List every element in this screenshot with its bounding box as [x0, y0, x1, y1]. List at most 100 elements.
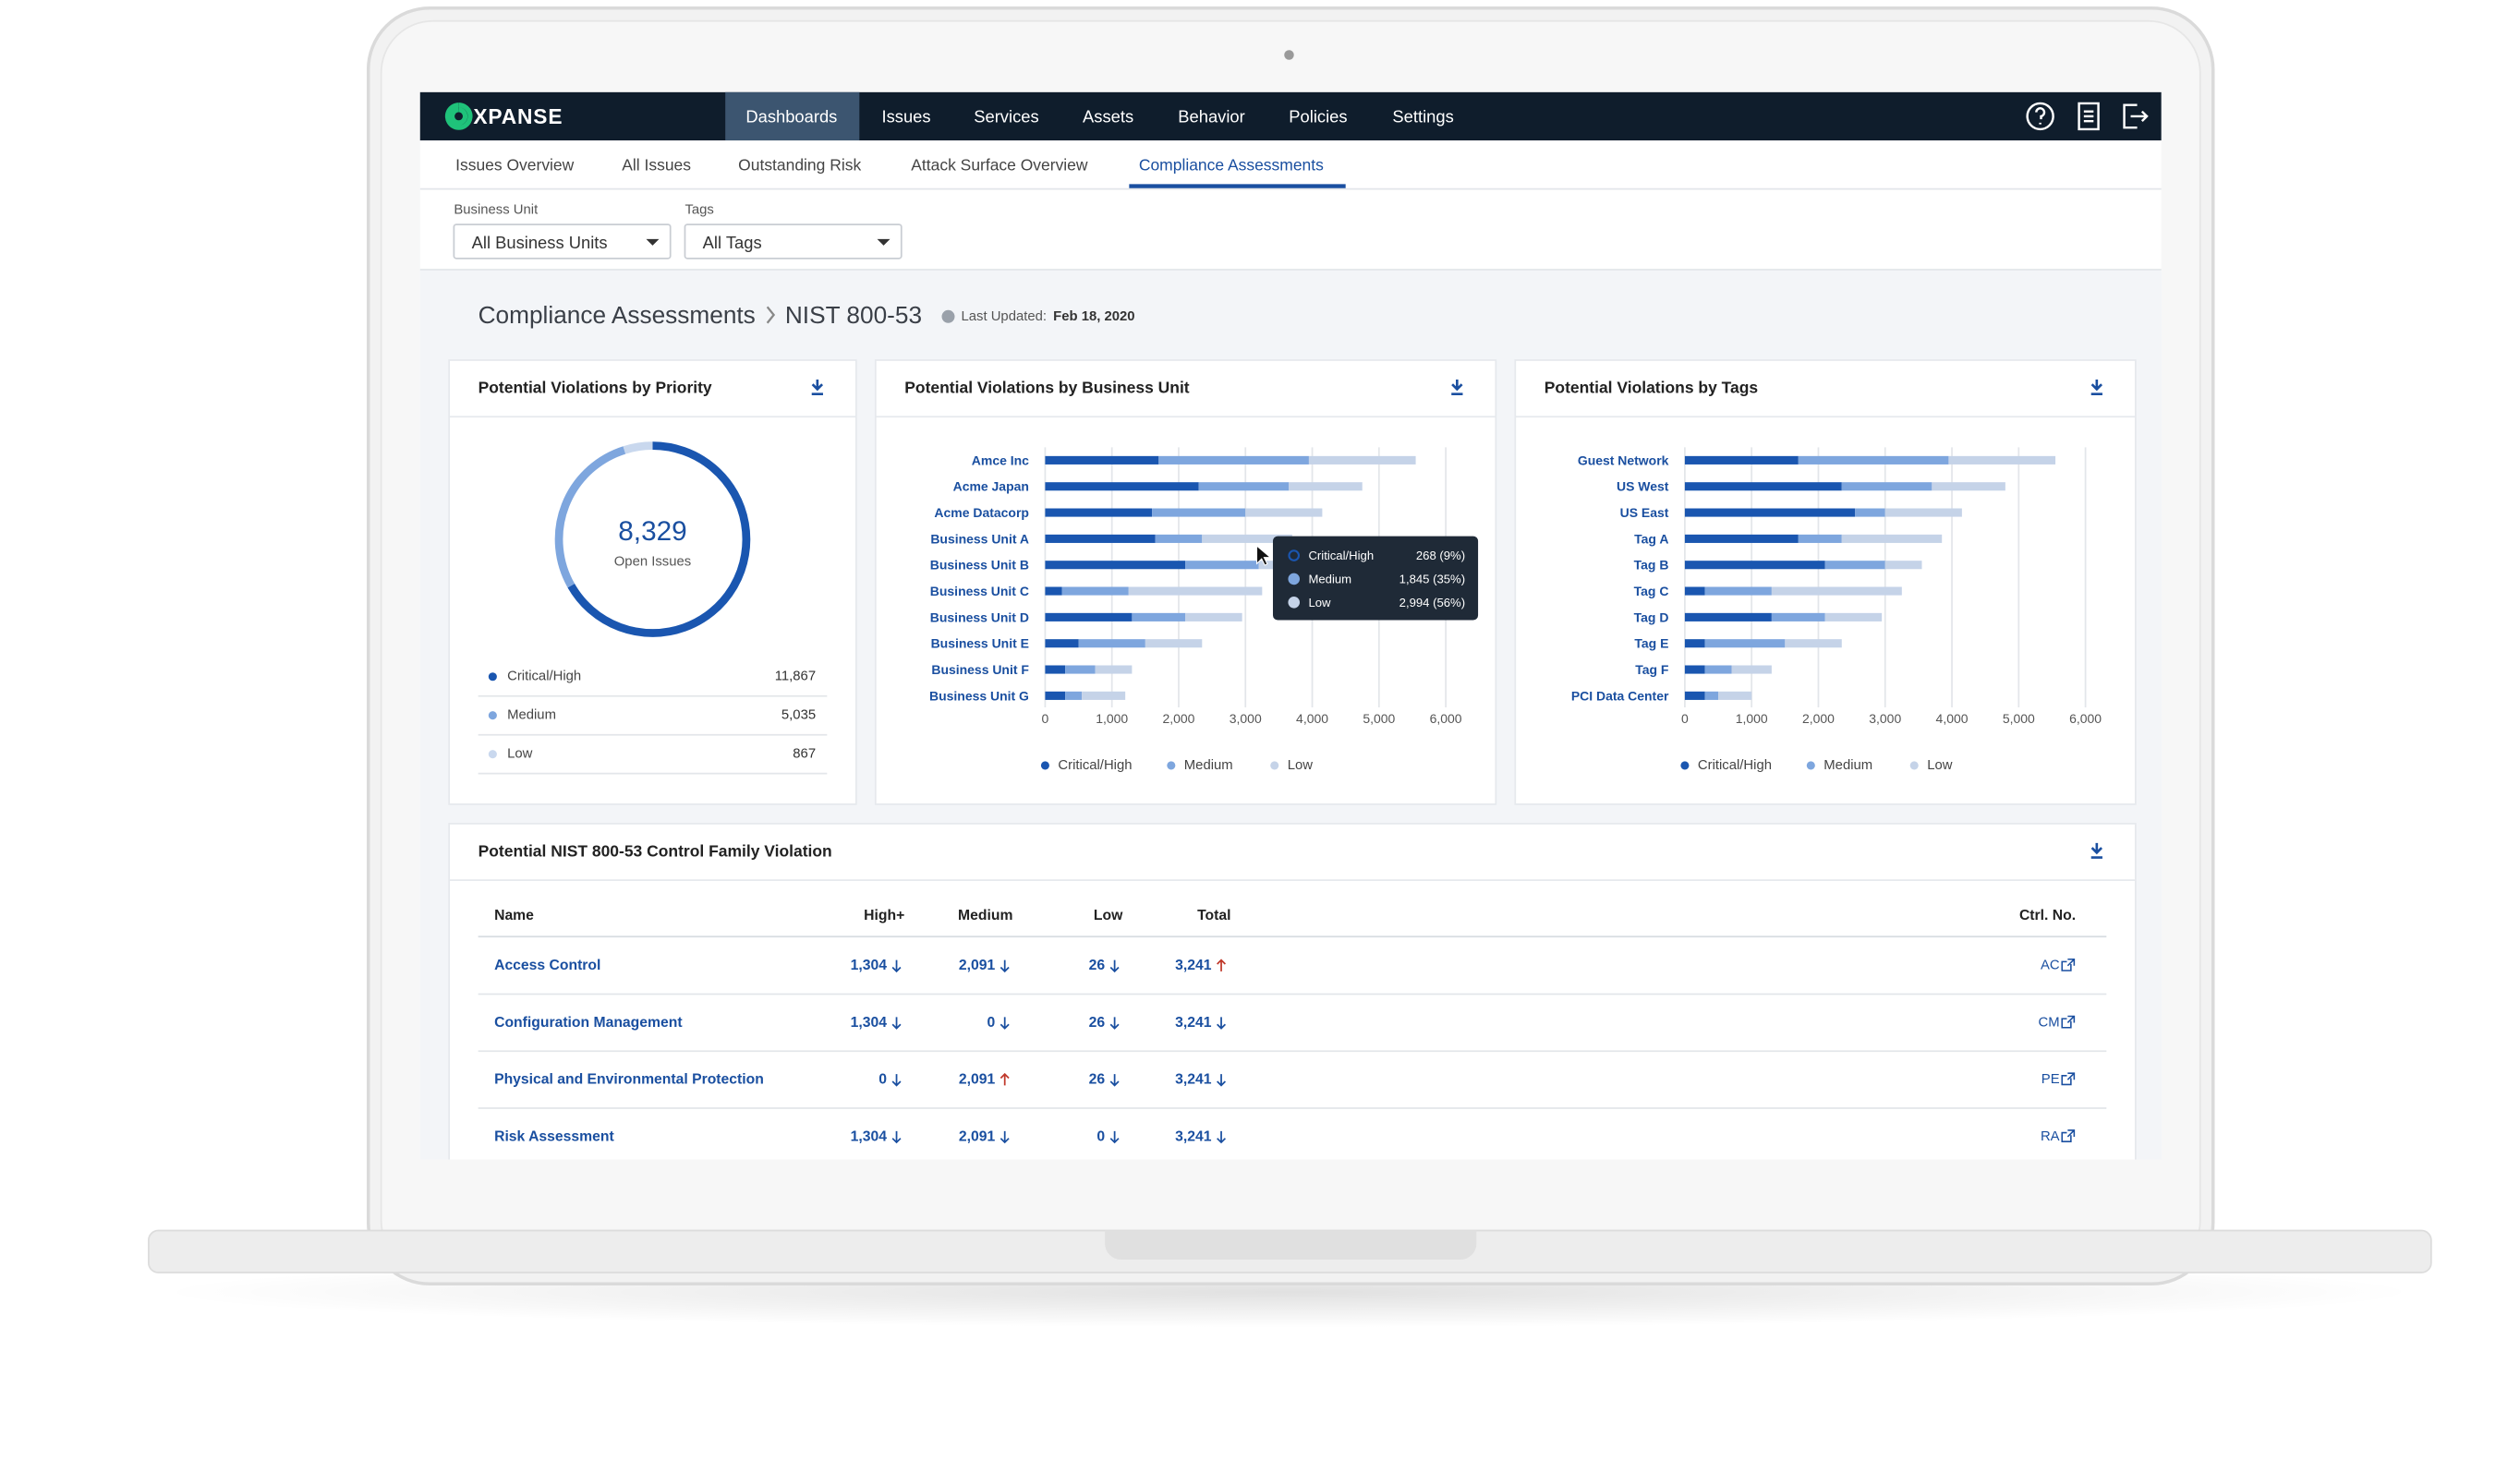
bar-segment: [1198, 482, 1290, 491]
row-value[interactable]: 3,241: [1175, 1128, 1212, 1144]
row-value[interactable]: 26: [1089, 1072, 1106, 1088]
bar-segment: [1045, 561, 1186, 570]
trend-down-icon: [891, 1017, 902, 1030]
tooltip-dot: [1288, 549, 1301, 561]
card-title: Potential Violations by Business Unit: [904, 379, 1190, 397]
bar-segment: [1684, 482, 1842, 491]
bar-segment: [1684, 561, 1825, 570]
top-bar: [419, 91, 2162, 141]
row-name[interactable]: Access Control: [494, 958, 600, 973]
bar-segment: [1841, 482, 1932, 491]
bar-segment: [1152, 508, 1246, 517]
trend-down-icon: [891, 1074, 902, 1087]
dropdown[interactable]: [453, 223, 672, 259]
bar-segment: [1045, 482, 1199, 491]
legend-dot: [488, 672, 497, 682]
trend-down-icon: [1217, 1017, 1227, 1030]
nav-item[interactable]: Dashboards: [745, 106, 837, 126]
row-value[interactable]: 26: [1089, 958, 1106, 973]
x-tick-label: 1,000: [1096, 711, 1128, 726]
bar-segment: [1045, 691, 1066, 700]
dropdown[interactable]: [684, 223, 903, 259]
download-icon[interactable]: [2090, 379, 2103, 396]
bar-segment: [1082, 691, 1126, 700]
bar-segment: [1684, 508, 1856, 517]
bar-segment: [1145, 639, 1203, 648]
ctrl-link[interactable]: AC: [2041, 959, 2060, 973]
logout-icon[interactable]: [2123, 103, 2149, 129]
row-value[interactable]: 3,241: [1175, 958, 1212, 973]
x-tick-label: 3,000: [1869, 711, 1901, 726]
y-tick-label: Tag F: [1635, 662, 1669, 677]
filter-label: Business Unit: [454, 202, 539, 217]
nav-item[interactable]: Services: [974, 106, 1038, 126]
docs-icon[interactable]: [2078, 102, 2100, 131]
bar-segment: [1258, 561, 1279, 570]
dropdown-value[interactable]: All Business Units: [472, 233, 608, 252]
row-value[interactable]: 2,091: [959, 1072, 996, 1088]
ctrl-link[interactable]: CM: [2039, 1015, 2060, 1030]
nav-item[interactable]: Behavior: [1178, 106, 1244, 126]
bar-segment: [1045, 586, 1062, 596]
row-value[interactable]: 1,304: [851, 1015, 888, 1031]
legend-dot: [1680, 761, 1690, 770]
column-header: Medium: [958, 908, 1012, 923]
nav-item[interactable]: Policies: [1289, 106, 1347, 126]
row-value[interactable]: 0: [878, 1072, 887, 1088]
row-value[interactable]: 3,241: [1175, 1015, 1212, 1031]
tab[interactable]: Outstanding Risk: [738, 155, 861, 174]
bar-segment: [1824, 612, 1883, 621]
nav-item[interactable]: Settings: [1392, 106, 1453, 126]
tab[interactable]: All Issues: [622, 155, 691, 174]
help-icon[interactable]: [2026, 102, 2054, 131]
donut-arc: [554, 446, 626, 588]
dropdown-value[interactable]: All Tags: [703, 233, 762, 252]
x-tick-label: 6,000: [1430, 711, 1462, 726]
tab[interactable]: Compliance Assessments: [1139, 155, 1324, 174]
y-tick-label: Tag E: [1634, 636, 1668, 651]
trend-down-icon: [1109, 1074, 1120, 1087]
x-tick-label: 0: [1681, 711, 1689, 726]
tooltip-label: Critical/High: [1308, 549, 1374, 562]
bar-segment: [1824, 561, 1885, 570]
legend-dot: [1909, 761, 1919, 770]
legend-value: 11,867: [775, 670, 816, 684]
y-tick-label: Amce Inc: [972, 452, 1029, 467]
x-tick-label: 4,000: [1296, 711, 1328, 726]
row-name[interactable]: Risk Assessment: [494, 1128, 614, 1144]
download-icon[interactable]: [811, 379, 824, 396]
row-value[interactable]: 2,091: [959, 1128, 996, 1144]
cursor: [1255, 544, 1272, 566]
ctrl-link[interactable]: RA: [2041, 1129, 2060, 1144]
row-value[interactable]: 3,241: [1175, 1072, 1212, 1088]
legend-dot: [1270, 761, 1279, 770]
bar-segment: [1704, 665, 1732, 674]
ctrl-link[interactable]: PE: [2041, 1072, 2060, 1087]
download-icon[interactable]: [1451, 379, 1463, 396]
nav-item[interactable]: Assets: [1083, 106, 1133, 126]
bar-segment: [1065, 665, 1096, 674]
row-value[interactable]: 0: [987, 1015, 995, 1031]
row-name[interactable]: Configuration Management: [494, 1015, 683, 1031]
row-value[interactable]: 2,091: [959, 958, 996, 973]
breadcrumb-chevron: [766, 306, 776, 324]
nav-item[interactable]: Issues: [881, 106, 930, 126]
legend-dot: [488, 750, 497, 759]
tab[interactable]: Issues Overview: [455, 155, 575, 174]
bar-segment: [1095, 665, 1133, 674]
download-icon[interactable]: [2090, 842, 2103, 859]
bar-segment: [1128, 586, 1263, 596]
row-value[interactable]: 0: [1096, 1128, 1105, 1144]
filter-label: Tags: [685, 202, 713, 217]
row-value[interactable]: 1,304: [851, 1128, 888, 1144]
bar-segment: [1045, 534, 1156, 543]
y-tick-label: Acme Japan: [953, 479, 1029, 494]
row-value[interactable]: 1,304: [851, 958, 888, 973]
trend-up-icon: [1217, 959, 1227, 971]
row-name[interactable]: Physical and Environmental Protection: [494, 1072, 764, 1088]
tab[interactable]: Attack Surface Overview: [911, 155, 1088, 174]
doc-shape: [2078, 102, 2100, 131]
row-value[interactable]: 26: [1089, 1015, 1106, 1031]
